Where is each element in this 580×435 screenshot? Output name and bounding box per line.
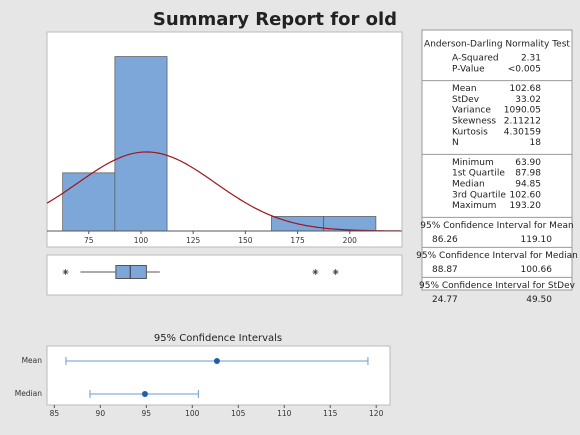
stat-value: 100.66 bbox=[521, 265, 553, 275]
stat-label: P-Value bbox=[452, 64, 485, 74]
report-title: Summary Report for old bbox=[153, 9, 397, 30]
stat-label: Minimum bbox=[452, 158, 494, 168]
category-label: Mean bbox=[22, 356, 43, 365]
stat-value: 63.90 bbox=[515, 158, 541, 168]
stat-value: 119.10 bbox=[521, 235, 553, 245]
x-tick-label: 175 bbox=[290, 236, 305, 245]
stat-label: Skewness bbox=[452, 117, 496, 127]
boxplot-panel bbox=[46, 254, 403, 296]
box bbox=[115, 265, 147, 279]
x-tick-label: 110 bbox=[277, 409, 292, 418]
stat-value: 102.68 bbox=[510, 84, 542, 94]
stat-value: 102.60 bbox=[510, 190, 542, 200]
bar bbox=[114, 56, 168, 232]
stat-label: Variance bbox=[452, 106, 491, 116]
x-tick-label: 100 bbox=[185, 409, 200, 418]
stat-value: 2.31 bbox=[521, 54, 541, 64]
outlier bbox=[312, 269, 319, 275]
stat-label: 3rd Quartile bbox=[452, 190, 506, 200]
stat-value: 24.77 bbox=[432, 295, 458, 305]
stats-panel bbox=[421, 29, 573, 291]
section-heading: 95% Confidence Interval for Mean bbox=[420, 221, 573, 231]
x-tick-label: 150 bbox=[238, 236, 253, 245]
stat-value: 193.20 bbox=[510, 201, 542, 211]
stat-value: 4.30159 bbox=[504, 127, 541, 137]
x-tick-label: 200 bbox=[343, 236, 358, 245]
stat-label: Maximum bbox=[452, 201, 496, 211]
category-label: Median bbox=[15, 389, 43, 398]
x-tick-label: 125 bbox=[186, 236, 201, 245]
x-tick-label: 105 bbox=[231, 409, 246, 418]
section-heading: 95% Confidence Interval for StDev bbox=[419, 281, 576, 291]
estimate-point bbox=[141, 391, 148, 397]
stat-label: A-Squared bbox=[452, 54, 499, 64]
stat-value: 2.11212 bbox=[504, 117, 541, 127]
stat-label: N bbox=[452, 138, 459, 148]
x-tick-label: 90 bbox=[96, 409, 106, 418]
x-tick-label: 120 bbox=[369, 409, 384, 418]
x-tick-label: 100 bbox=[134, 236, 149, 245]
stat-value: 88.87 bbox=[432, 265, 458, 275]
stat-label: Kurtosis bbox=[452, 127, 488, 137]
section-heading: 95% Confidence Interval for Median bbox=[416, 251, 578, 261]
stat-value: 33.02 bbox=[515, 95, 541, 105]
stat-value: 87.98 bbox=[515, 169, 541, 179]
stat-value: 1090.05 bbox=[504, 106, 541, 116]
interval-title: 95% Confidence Intervals bbox=[154, 333, 282, 344]
stat-label: Median bbox=[452, 180, 485, 190]
stat-label: StDev bbox=[452, 95, 480, 105]
x-tick-label: 75 bbox=[84, 236, 94, 245]
fit-curve bbox=[46, 151, 402, 232]
outlier bbox=[62, 269, 69, 275]
stat-value: <0.005 bbox=[508, 64, 541, 74]
outlier bbox=[332, 269, 339, 275]
stat-value: 18 bbox=[530, 138, 542, 148]
stat-value: 49.50 bbox=[526, 295, 552, 305]
section-heading: Anderson-Darling Normality Test bbox=[424, 40, 570, 50]
x-tick-label: 95 bbox=[142, 409, 152, 418]
stat-label: 1st Quartile bbox=[452, 169, 505, 179]
x-tick-label: 85 bbox=[50, 409, 60, 418]
stat-label: Mean bbox=[452, 84, 477, 94]
interval-panel bbox=[46, 345, 391, 406]
stat-value: 86.26 bbox=[432, 235, 458, 245]
estimate-point bbox=[213, 358, 220, 364]
bar bbox=[62, 172, 116, 232]
stat-value: 94.85 bbox=[515, 180, 541, 190]
x-tick-label: 115 bbox=[323, 409, 338, 418]
